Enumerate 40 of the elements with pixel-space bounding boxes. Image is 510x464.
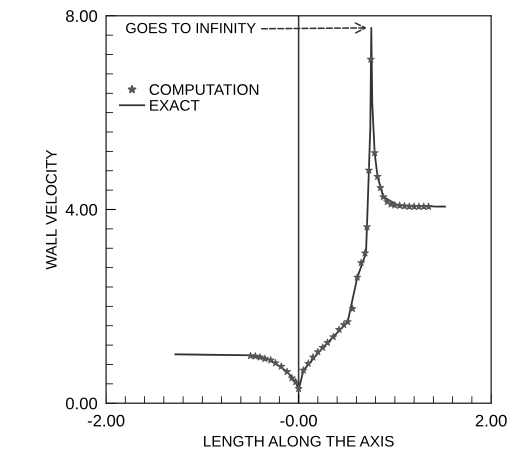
point xyxy=(309,353,317,361)
point xyxy=(376,184,384,192)
x-axis-title: LENGTH ALONG THE AXIS xyxy=(204,436,394,447)
point xyxy=(300,366,308,374)
point xyxy=(272,358,280,366)
point xyxy=(256,353,264,361)
point xyxy=(348,304,356,312)
point xyxy=(261,354,269,362)
point xyxy=(288,374,296,382)
x-tick-label: -2.00 xyxy=(88,414,124,427)
point xyxy=(353,273,362,281)
annotation: GOES TO INFINITY xyxy=(126,22,256,34)
point xyxy=(364,166,373,174)
point xyxy=(335,326,343,333)
point xyxy=(314,348,322,356)
point xyxy=(318,343,327,351)
point xyxy=(357,258,366,266)
x-tick-label: 2.00 xyxy=(476,414,507,427)
point xyxy=(277,362,286,370)
y-axis-title: WALL VELOCITY xyxy=(46,150,57,270)
y-tick-label: 0.00 xyxy=(66,398,98,410)
point xyxy=(361,248,369,256)
legend-label: COMPUTATION xyxy=(150,84,258,95)
y-tick-label: 8.00 xyxy=(66,10,98,22)
point xyxy=(304,359,312,367)
point xyxy=(283,368,291,376)
point xyxy=(292,378,300,386)
point xyxy=(363,222,371,230)
point xyxy=(294,384,303,392)
point xyxy=(266,356,275,364)
point xyxy=(370,148,379,156)
point xyxy=(374,172,382,180)
point xyxy=(344,318,352,326)
point xyxy=(329,332,338,340)
point xyxy=(379,192,388,200)
point xyxy=(324,338,332,346)
point xyxy=(366,55,375,63)
y-tick-label: 4.00 xyxy=(66,204,98,216)
x-tick-label: -0.00 xyxy=(280,414,317,427)
legend-label: EXACT xyxy=(150,100,200,111)
